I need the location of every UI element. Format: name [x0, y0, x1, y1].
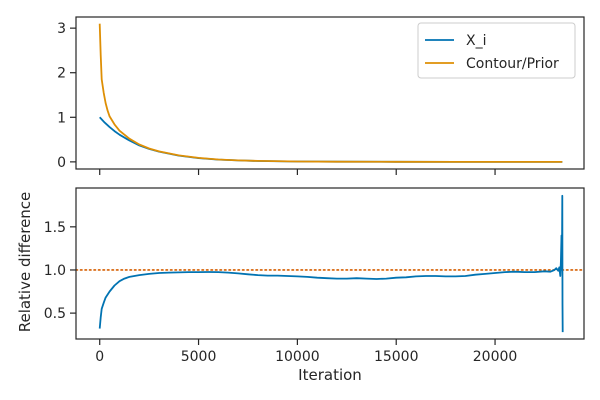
legend-box [417, 22, 576, 79]
bottom-y-tick-label: 0.5 [44, 306, 66, 322]
y-axis-label: Relative difference [16, 192, 34, 333]
x-axis-label: Iteration [298, 366, 362, 384]
top-y-tick-label: 0 [57, 155, 66, 171]
bottom-x-tick-label: 15000 [374, 349, 419, 365]
top-series-group [98, 23, 563, 163]
bottom-panel: 0.51.01.50 5000 10000 15000 20000 Iteration … [16, 187, 585, 384]
bottom-x-tick-label: 5000 [181, 349, 217, 365]
bottom-y-tick-label: 1.5 [44, 220, 66, 236]
legend-label-xi: X_i [466, 33, 486, 49]
bottom-y-tick-label: 1.0 [44, 263, 66, 279]
bottom-x-tick-label: 0 [95, 349, 104, 365]
bottom-x-tick-label: 10000 [275, 349, 320, 365]
bottom-series-series-0 [98, 194, 564, 333]
bottom-ticks: 0.5 1.0 1.5 0 5000 10000 15000 20000 [44, 220, 518, 365]
top-y-tick-label: 1 [57, 110, 66, 126]
legend-label-contour-prior: Contour/Prior [466, 56, 559, 72]
bottom-series-group [76, 194, 584, 333]
bottom-x-tick-label: 20000 [473, 349, 518, 365]
top-y-tick-label: 2 [57, 66, 66, 82]
top-series-contour-prior [98, 23, 563, 163]
legend: X_i Contour/Prior [417, 22, 576, 79]
top-ticks: 0 1 2 3 [57, 21, 496, 175]
top-y-tick-label: 3 [57, 21, 66, 37]
bottom-axes-frame [75, 187, 585, 340]
top-panel: 0 1 2 3 X_i Contour/Prior [57, 16, 585, 175]
top-series-x-i [99, 116, 563, 163]
top-axes-frame [75, 16, 585, 170]
